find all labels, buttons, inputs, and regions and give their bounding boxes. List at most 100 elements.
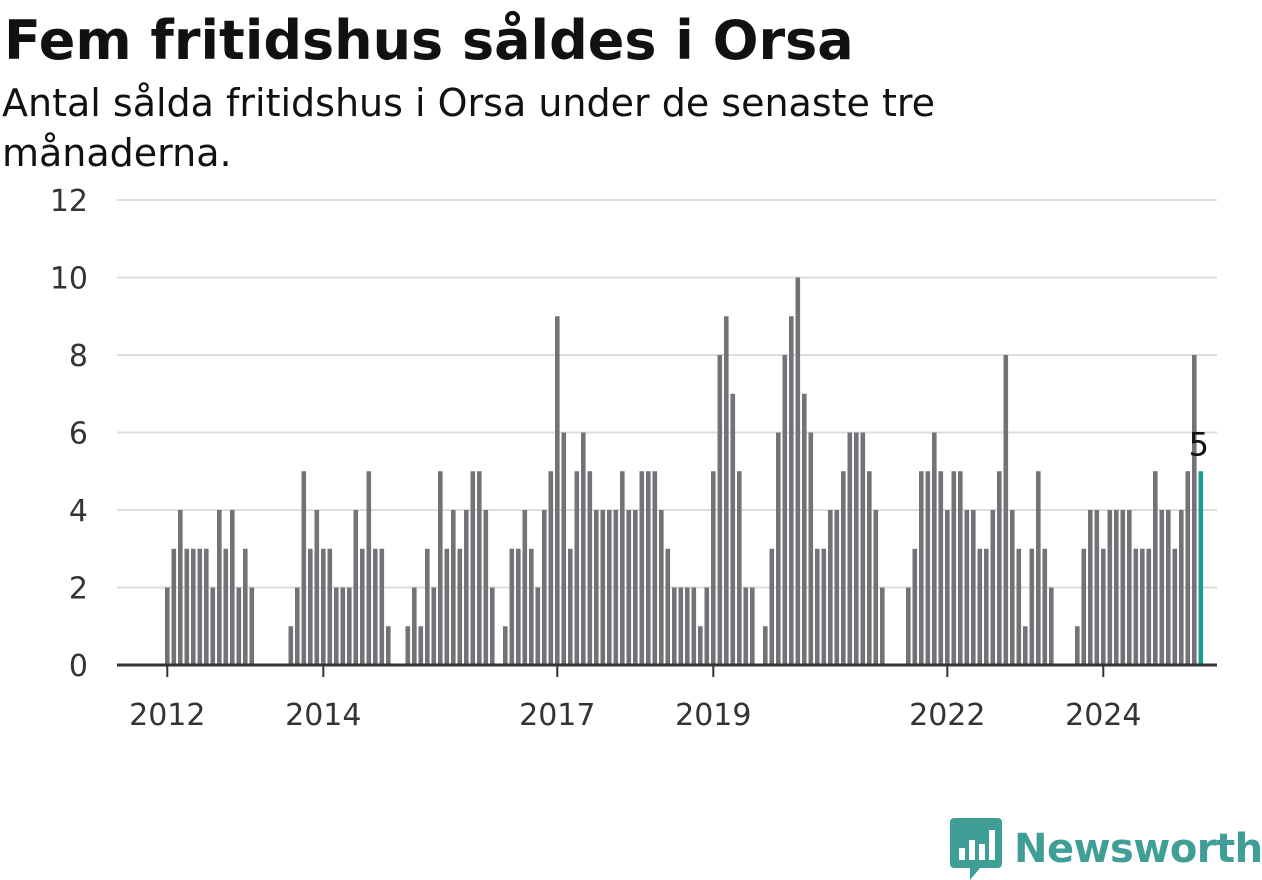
bar xyxy=(678,587,684,665)
bar xyxy=(932,432,937,665)
bar xyxy=(815,548,820,665)
bar xyxy=(1159,510,1165,665)
bar xyxy=(1094,510,1100,665)
axes xyxy=(117,663,1217,677)
bar xyxy=(366,471,372,665)
bar xyxy=(1107,510,1113,665)
x-tick-label: 2022 xyxy=(909,698,985,733)
bar xyxy=(1133,548,1139,665)
bar xyxy=(880,587,885,665)
bar xyxy=(431,587,437,665)
bar xyxy=(1146,548,1152,665)
chart-title: Fem fritidshus såldes i Orsa xyxy=(4,9,854,72)
bar xyxy=(353,510,359,665)
bar xyxy=(925,471,931,665)
bar xyxy=(1081,548,1087,665)
bar xyxy=(782,355,788,665)
y-tick-label: 2 xyxy=(69,572,88,607)
bar xyxy=(457,548,463,665)
bar xyxy=(334,587,339,665)
bar xyxy=(197,548,203,665)
bars xyxy=(165,277,1204,665)
y-tick-label: 4 xyxy=(69,494,88,529)
bar xyxy=(821,548,827,665)
bar-highlight xyxy=(1198,471,1204,665)
chart-subtitle: Antal sålda fritidshus i Orsa under de s… xyxy=(2,81,936,175)
bar xyxy=(451,510,456,665)
bar xyxy=(1088,510,1093,665)
brand-name: Newsworthy xyxy=(1014,826,1262,872)
bar xyxy=(958,471,963,665)
bar xyxy=(906,587,911,665)
bar xyxy=(665,548,671,665)
bar xyxy=(301,471,307,665)
bar xyxy=(529,548,534,665)
bar xyxy=(1172,548,1178,665)
bar xyxy=(724,316,729,665)
bar xyxy=(321,548,326,665)
bar xyxy=(951,471,957,665)
bar xyxy=(769,548,775,665)
bar xyxy=(1179,510,1184,665)
bar xyxy=(633,510,638,665)
bar xyxy=(795,277,801,665)
bar xyxy=(1127,510,1132,665)
bar xyxy=(386,626,391,665)
bar xyxy=(600,510,606,665)
bar xyxy=(717,355,723,665)
y-tick-label: 0 xyxy=(69,649,88,684)
bar xyxy=(490,587,495,665)
x-tick-label: 2024 xyxy=(1065,698,1141,733)
bar xyxy=(347,587,352,665)
bar xyxy=(587,471,593,665)
bar xyxy=(971,510,976,665)
bar xyxy=(626,510,632,665)
labels: 0 2 4 6 8 10 12 5 2012 2014 2017 2019 2022 2024 xyxy=(50,184,1209,733)
bar xyxy=(997,471,1002,665)
bar xyxy=(425,548,430,665)
bar xyxy=(1003,355,1009,665)
bar xyxy=(743,587,749,665)
bar xyxy=(847,432,853,665)
bar xyxy=(1120,510,1126,665)
bar xyxy=(542,510,547,665)
bar xyxy=(639,471,645,665)
y-tick-label: 10 xyxy=(50,262,88,297)
bar xyxy=(1029,548,1035,665)
bar xyxy=(295,587,300,665)
bar xyxy=(841,471,846,665)
y-tick-label: 12 xyxy=(50,184,88,219)
bar xyxy=(1140,548,1145,665)
bar xyxy=(828,510,833,665)
bar xyxy=(912,548,918,665)
bar xyxy=(516,548,521,665)
highlight-value-label: 5 xyxy=(1189,425,1209,463)
bar xyxy=(704,587,710,665)
bar xyxy=(470,471,476,665)
y-tick-label: 6 xyxy=(69,417,88,452)
bar xyxy=(178,510,183,665)
bar xyxy=(834,510,840,665)
bar xyxy=(314,510,320,665)
bar xyxy=(938,471,944,665)
bar xyxy=(802,393,807,665)
bar xyxy=(230,510,235,665)
bar xyxy=(945,510,950,665)
bar xyxy=(873,510,879,665)
bar xyxy=(730,393,736,665)
bar xyxy=(568,548,573,665)
bar xyxy=(860,432,866,665)
bar xyxy=(1036,471,1041,665)
bar xyxy=(438,471,443,665)
bar xyxy=(1016,548,1022,665)
gridlines xyxy=(117,199,1217,589)
bar xyxy=(1114,510,1119,665)
bar xyxy=(646,471,651,665)
bar xyxy=(737,471,742,665)
bar xyxy=(373,548,378,665)
bar xyxy=(327,548,333,665)
bar xyxy=(574,471,580,665)
bar xyxy=(1023,626,1028,665)
bar xyxy=(620,471,625,665)
bar xyxy=(711,471,716,665)
